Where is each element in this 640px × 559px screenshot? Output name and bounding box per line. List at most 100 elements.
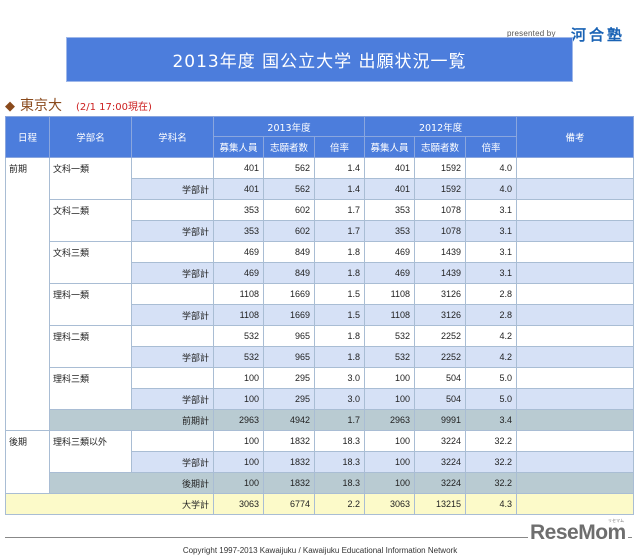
table-row-subtotal: 学部計 100 1832 18.3 100 3224 32.2	[6, 451, 635, 473]
page-title-banner: 2013年度 国公立大学 出願状況一覧	[67, 38, 572, 81]
cell-capacity-2012: 100	[364, 451, 416, 473]
table-row: 後期 理科三類以外 100 1832 18.3 100 3224 32.2	[5, 430, 635, 494]
cell-applicants-2012: 504	[414, 388, 467, 410]
table-row-period-total: 前期計 2963 4942 1.7 2963 9991 3.4	[6, 409, 635, 431]
table-row-subtotal: 学部計 1108 1669 1.5 1108 3126 2.8	[6, 304, 635, 326]
cell-capacity-2013: 100	[213, 472, 264, 494]
cell-ratio-2013: 2.2	[313, 493, 366, 515]
cell-capacity-2012: 469	[364, 241, 416, 263]
cell-ratio-2012: 4.0	[465, 157, 518, 179]
cell-faculty: 理科三類以外	[49, 430, 132, 473]
cell-applicants-2013: 1832	[263, 451, 315, 473]
kawaijuku-logo: 河合塾	[571, 26, 626, 44]
cell-notes	[516, 346, 635, 368]
cell-applicants-2012: 1439	[414, 241, 467, 263]
footer-divider	[5, 537, 632, 538]
cell-ratio-2012: 32.2	[465, 451, 518, 473]
cell-department	[131, 157, 214, 179]
cell-capacity-2013: 469	[213, 262, 264, 284]
cell-applicants-2012: 3224	[414, 451, 467, 473]
cell-capacity-2013: 100	[213, 430, 264, 452]
cell-capacity-2012: 353	[364, 220, 416, 242]
header-year-2012: 2012年度	[364, 116, 518, 137]
cell-faculty: 文科一類	[49, 157, 132, 200]
cell-faculty: 理科一類	[49, 283, 132, 326]
cell-period-total-label: 前期計	[49, 409, 214, 431]
resemom-logo-ruby: リセマム	[608, 518, 624, 523]
cell-applicants-2012: 3126	[414, 283, 467, 305]
cell-ratio-2013: 1.8	[313, 346, 366, 368]
cell-ratio-2013: 18.3	[313, 430, 366, 452]
cell-applicants-2012: 9991	[414, 409, 467, 431]
cell-ratio-2012: 3.4	[465, 409, 518, 431]
cell-notes	[516, 472, 635, 494]
cell-subtotal-label: 学部計	[131, 388, 214, 410]
cell-subtotal-label: 学部計	[131, 220, 214, 242]
cell-applicants-2012: 1078	[414, 220, 467, 242]
cell-notes	[516, 157, 635, 179]
cell-ratio-2012: 4.3	[465, 493, 518, 515]
cell-applicants-2013: 1832	[263, 472, 315, 494]
cell-ratio-2012: 3.1	[465, 220, 518, 242]
cell-department	[131, 283, 214, 305]
cell-applicants-2013: 1669	[263, 304, 315, 326]
cell-schedule: 前期	[5, 157, 50, 431]
cell-applicants-2013: 295	[263, 367, 315, 389]
cell-applicants-2013: 6774	[263, 493, 315, 515]
cell-applicants-2012: 2252	[414, 325, 467, 347]
cell-capacity-2012: 3063	[364, 493, 416, 515]
cell-applicants-2013: 602	[263, 199, 315, 221]
cell-ratio-2012: 3.1	[465, 262, 518, 284]
cell-grand-total-label: 大学計	[5, 493, 214, 515]
cell-applicants-2012: 2252	[414, 346, 467, 368]
cell-subtotal-label: 学部計	[131, 346, 214, 368]
cell-applicants-2012: 3224	[414, 472, 467, 494]
header-ratio-2013: 倍率	[313, 136, 366, 158]
table-row: 理科一類 1108 1669 1.5 1108 3126 2.8	[6, 283, 635, 326]
cell-subtotal-label: 学部計	[131, 262, 214, 284]
cell-subtotal-label: 学部計	[131, 304, 214, 326]
cell-ratio-2012: 32.2	[465, 430, 518, 452]
cell-capacity-2012: 469	[364, 262, 416, 284]
cell-applicants-2013: 849	[263, 262, 315, 284]
cell-ratio-2013: 1.4	[313, 157, 366, 179]
header-capacity-2012: 募集人員	[364, 136, 416, 158]
cell-notes	[516, 241, 635, 263]
cell-capacity-2012: 532	[364, 325, 416, 347]
cell-ratio-2013: 1.7	[313, 220, 366, 242]
header-notes: 備考	[516, 116, 635, 158]
cell-capacity-2012: 532	[364, 346, 416, 368]
cell-notes	[516, 451, 635, 473]
cell-applicants-2013: 965	[263, 346, 315, 368]
cell-capacity-2012: 100	[364, 388, 416, 410]
cell-ratio-2012: 5.0	[465, 388, 518, 410]
table-row-period-total: 後期計 100 1832 18.3 100 3224 32.2	[6, 472, 635, 494]
table-row-subtotal: 学部計 469 849 1.8 469 1439 3.1	[6, 262, 635, 284]
cell-applicants-2013: 562	[263, 157, 315, 179]
table-row: 理科三類 100 295 3.0 100 504 5.0	[6, 367, 635, 410]
cell-applicants-2013: 849	[263, 241, 315, 263]
cell-notes	[516, 199, 635, 221]
cell-notes	[516, 430, 635, 452]
cell-capacity-2013: 100	[213, 367, 264, 389]
cell-ratio-2012: 5.0	[465, 367, 518, 389]
table-row-subtotal: 学部計 353 602 1.7 353 1078 3.1	[6, 220, 635, 242]
cell-subtotal-label: 学部計	[131, 178, 214, 200]
header-department: 学科名	[131, 116, 214, 158]
table-row: 理科二類 532 965 1.8 532 2252 4.2	[6, 325, 635, 368]
as-of-timestamp: (2/1 17:00現在)	[76, 102, 152, 113]
cell-ratio-2013: 1.5	[313, 304, 366, 326]
cell-applicants-2013: 4942	[263, 409, 315, 431]
header-ratio-2012: 倍率	[465, 136, 518, 158]
cell-notes	[516, 178, 635, 200]
header-schedule: 日程	[5, 116, 50, 158]
cell-department	[131, 199, 214, 221]
table-row-subtotal: 学部計 100 295 3.0 100 504 5.0	[6, 388, 635, 410]
cell-notes	[516, 304, 635, 326]
table-row: 文科二類 353 602 1.7 353 1078 3.1	[6, 199, 635, 242]
cell-notes	[516, 220, 635, 242]
cell-capacity-2012: 100	[364, 367, 416, 389]
cell-capacity-2012: 100	[364, 472, 416, 494]
cell-capacity-2013: 353	[213, 220, 264, 242]
cell-ratio-2013: 1.8	[313, 262, 366, 284]
